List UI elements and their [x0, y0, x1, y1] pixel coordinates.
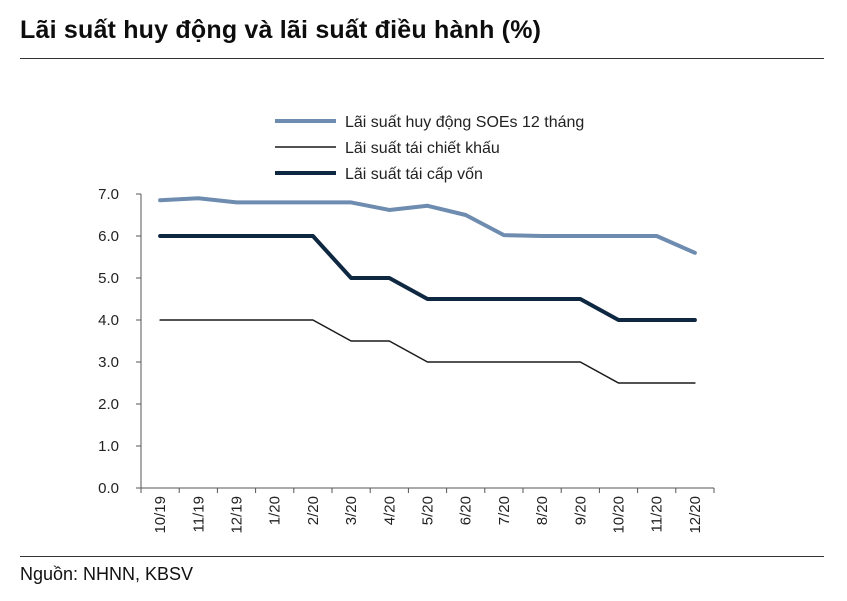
- chart-title: Lãi suất huy động và lãi suất điều hành …: [20, 16, 542, 44]
- x-tick-label: 1/20: [267, 496, 284, 525]
- legend: Lãi suất huy động SOEs 12 tháng Lãi suất…: [275, 114, 584, 183]
- x-tick-label: 3/20: [343, 496, 360, 525]
- y-tick-label: 5.0: [98, 270, 119, 287]
- y-tick-label: 7.0: [98, 186, 119, 203]
- x-tick-label: 11/19: [190, 496, 207, 532]
- x-tick-label: 6/20: [458, 496, 475, 525]
- y-tick-label: 1.0: [98, 438, 119, 455]
- y-axis: 0.0 1.0 2.0 3.0 4.0 5.0 6.0 7.0: [98, 186, 142, 497]
- x-tick-label: 2/20: [305, 496, 322, 525]
- x-tick-label: 8/20: [534, 496, 551, 525]
- x-tick-label: 10/20: [611, 496, 628, 534]
- x-tick-label: 9/20: [572, 496, 589, 525]
- x-tick-label: 5/20: [420, 496, 437, 525]
- y-tick-label: 6.0: [98, 228, 119, 245]
- bottom-divider: [20, 556, 824, 557]
- y-tick-label: 2.0: [98, 396, 119, 413]
- legend-label-tai-chiet-khau: Lãi suất tái chiết khấu: [345, 140, 500, 157]
- series-line-1: [159, 319, 696, 384]
- source-note: Nguồn: NHNN, KBSV: [20, 564, 194, 584]
- series-line-0: [158, 196, 697, 255]
- x-tick-label: 12/20: [687, 496, 704, 534]
- series-layer: [158, 196, 697, 384]
- x-tick-label: 7/20: [496, 496, 513, 525]
- y-tick-label: 0.0: [98, 480, 119, 497]
- series-line-2: [158, 234, 697, 322]
- legend-label-tai-cap-von: Lãi suất tái cấp vốn: [345, 166, 483, 183]
- x-tick-label: 12/19: [229, 496, 246, 534]
- x-tick-label: 10/19: [152, 496, 169, 534]
- y-tick-label: 4.0: [98, 312, 119, 329]
- y-tick-label: 3.0: [98, 354, 119, 371]
- top-divider: [20, 58, 824, 59]
- x-axis: 10/19 11/19 12/19 1/20 2/20 3/20 4/20 5/20 6/20 7…: [140, 487, 715, 534]
- x-tick-label: 11/20: [649, 496, 666, 532]
- x-tick-label: 4/20: [381, 496, 398, 525]
- legend-label-huy-dong: Lãi suất huy động SOEs 12 tháng: [345, 114, 584, 131]
